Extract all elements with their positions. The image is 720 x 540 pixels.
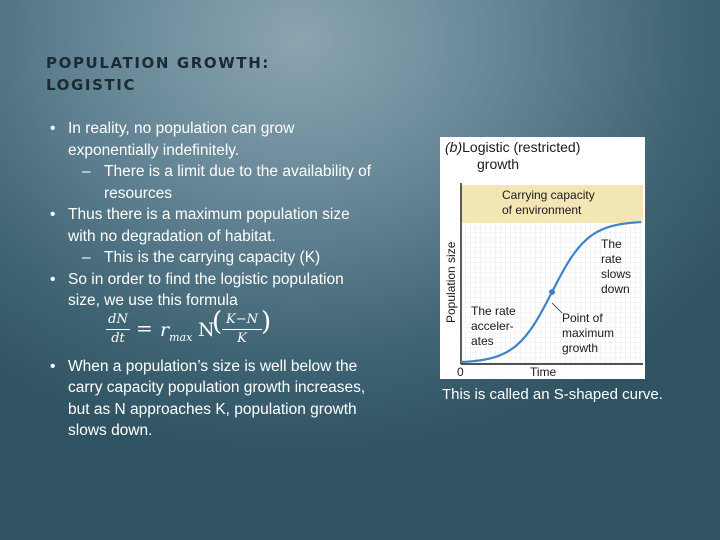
panel-label: (b) [445, 139, 462, 155]
inflection-label-line2: maximum [562, 326, 614, 340]
bullet-item: • In reality, no population can grow exp… [48, 118, 378, 161]
formula-rmax: rmax [160, 318, 193, 348]
formula-close-paren: ) [261, 306, 272, 337]
formula-r-subscript: max [169, 330, 193, 344]
slide-title-line2: LOGISTIC [46, 76, 137, 94]
sub-bullet-text: This is the carrying capacity (K) [104, 249, 321, 266]
fraction-bar [106, 328, 130, 330]
bullet-marker: • [50, 206, 56, 223]
x-axis-label: Time [530, 365, 557, 379]
figure-annotations: Carrying capacity of environment The rat… [444, 188, 631, 379]
rate-accelerates-line3: ates [471, 334, 494, 348]
carrying-capacity-label-line2: of environment [502, 203, 582, 217]
carrying-capacity-label-line1: Carrying capacity [502, 188, 595, 202]
rate-slows-line3: slows [601, 267, 631, 281]
inflection-point-marker [549, 289, 555, 295]
formula-r: r [160, 318, 170, 341]
slide-title: POPULATION GROWTH: LOGISTIC [46, 52, 270, 96]
sub-bullet-item: – There is a limit due to the availabili… [48, 161, 378, 204]
rate-slows-line1: The [601, 237, 622, 251]
formula-rhs-denominator: K [237, 330, 247, 346]
logistic-growth-graph: (b)Logistic (restricted) growth Carrying… [440, 137, 645, 379]
formula-rhs-fraction: K−N K [222, 312, 262, 347]
rate-accelerates-line2: acceler- [471, 319, 514, 333]
sub-bullet-item: – This is the carrying capacity (K) [48, 247, 378, 269]
dash-marker: – [82, 249, 91, 266]
formula-n: N [198, 318, 215, 341]
formula-lhs-numerator: dN [108, 311, 128, 327]
y-axis-label: Population size [444, 241, 458, 323]
bullet-text: In reality, no population can grow expon… [68, 120, 295, 159]
inflection-label-line1: Point of [562, 311, 603, 325]
bullet-marker: • [50, 120, 56, 137]
formula-rhs-numerator: K−N [226, 311, 258, 327]
figure-title-line2: growth [477, 156, 519, 172]
figure-title-text: Logistic (restricted) [462, 139, 580, 155]
bullet-text: When a population’s size is well below t… [68, 357, 366, 440]
bullet-marker: • [50, 270, 56, 288]
logistic-growth-figure: (b)Logistic (restricted) growth Carrying… [440, 137, 645, 379]
fraction-bar [222, 328, 262, 330]
bullet-marker: • [50, 357, 56, 375]
formula-open-paren: ( [212, 306, 223, 337]
carrying-capacity-band [461, 185, 643, 223]
rate-accelerates-line1: The rate [471, 304, 516, 318]
formula-equals: = [136, 315, 153, 340]
origin-label: 0 [457, 365, 464, 379]
figure-title-line1: (b)Logistic (restricted) [445, 139, 580, 155]
figure-caption: This is called an S-shaped curve. [442, 386, 663, 403]
figure-title: (b)Logistic (restricted) growth [445, 139, 580, 172]
bullet-list: • In reality, no population can grow exp… [48, 118, 378, 442]
rate-slows-line4: down [601, 282, 630, 296]
bullet-text: So in order to find the logistic populat… [68, 270, 344, 310]
bullet-item: • So in order to find the logistic popul… [48, 269, 378, 312]
dash-marker: – [82, 163, 91, 180]
formula-lhs-denominator: dt [111, 330, 125, 346]
bullet-item: • Thus there is a maximum population siz… [48, 204, 378, 247]
bullet-item: • When a population’s size is well below… [48, 356, 378, 442]
bullet-text: Thus there is a maximum population size … [68, 206, 350, 245]
rate-slows-line2: rate [601, 252, 622, 266]
inflection-label-line3: growth [562, 341, 598, 355]
sub-bullet-text: There is a limit due to the availability… [104, 163, 372, 202]
logistic-formula: dN dt = rmax N ( K−N K ) [106, 306, 378, 356]
slide-title-line1: POPULATION GROWTH: [46, 54, 271, 72]
formula-lhs-fraction: dN dt [106, 312, 130, 347]
annotation-leader-line [551, 302, 563, 314]
